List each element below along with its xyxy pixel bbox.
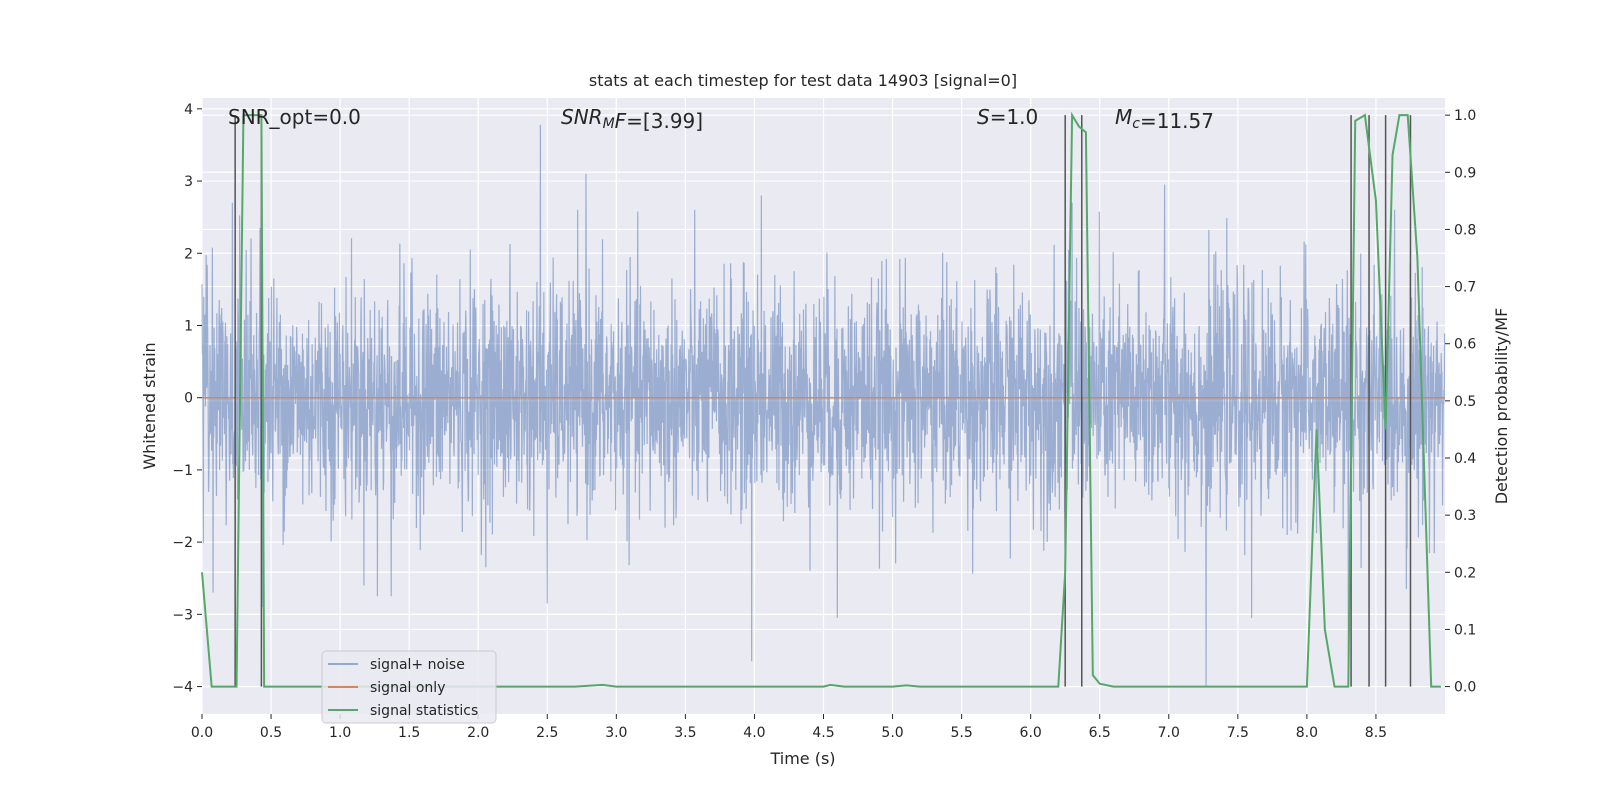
annotation-segment: S bbox=[977, 105, 990, 129]
y-tick-label: −4 bbox=[172, 680, 193, 696]
y-right-tick-label: 0.8 bbox=[1454, 222, 1476, 238]
y-tick-label: −2 bbox=[172, 535, 193, 551]
y-right-tick-label: 0.7 bbox=[1454, 280, 1476, 296]
axis-layer: 0.0 0.5 1.0 1.5 2.0 2.5 3.0 3.5 4.0 4.5 5.0 5.5 6.0 6… bbox=[172, 102, 1476, 741]
y-tick-label: 4 bbox=[184, 102, 193, 118]
x-tick-label: 1.5 bbox=[398, 725, 420, 741]
x-tick-label: 8.0 bbox=[1296, 725, 1318, 741]
y-tick-label: 3 bbox=[184, 174, 193, 190]
x-tick-label: 7.0 bbox=[1158, 725, 1180, 741]
y-tick-label: 1 bbox=[184, 318, 193, 334]
annotation-segment: SNR_opt=0.0 bbox=[228, 105, 361, 129]
x-tick-label: 6.5 bbox=[1089, 725, 1111, 741]
x-tick-label: 4.5 bbox=[812, 725, 834, 741]
x-tick-label: 2.5 bbox=[536, 725, 558, 741]
annotation-layer: SNR_opt=0.0 SNRMF=[3.99] S=1.0 Mc=11.57 bbox=[228, 105, 1214, 133]
annotation-mc-value: Mc=11.57 bbox=[1115, 105, 1214, 133]
legend-label: signal+ noise bbox=[370, 657, 465, 673]
x-tick-label: 0.5 bbox=[260, 725, 282, 741]
noise-series bbox=[201, 124, 1446, 687]
legend-label: signal statistics bbox=[370, 703, 478, 719]
y-tick-label: −1 bbox=[172, 463, 193, 479]
x-tick-label: 5.5 bbox=[950, 725, 972, 741]
annotation-segment: =[3.99] bbox=[626, 109, 703, 133]
x-tick-label: 4.0 bbox=[743, 725, 765, 741]
x-tick-label: 2.0 bbox=[467, 725, 489, 741]
y-right-tick-label: 0.2 bbox=[1454, 565, 1476, 581]
annotation-s-value: S=1.0 bbox=[977, 105, 1038, 129]
annotation-snr-mf: SNRMF=[3.99] bbox=[561, 105, 703, 133]
legend-label: signal only bbox=[370, 680, 445, 696]
y-right-tick-label: 0.4 bbox=[1454, 451, 1476, 467]
legend-box bbox=[321, 650, 497, 724]
y-right-tick-label: 0.0 bbox=[1454, 680, 1476, 696]
y-right-tick-label: 0.3 bbox=[1454, 508, 1476, 524]
signal-statistics-series bbox=[201, 111, 1441, 688]
chart-title: stats at each timestep for test data 149… bbox=[589, 71, 1017, 90]
x-tick-label: 7.5 bbox=[1227, 725, 1249, 741]
y-right-tick-label: 0.9 bbox=[1454, 165, 1476, 181]
legend: signal+ noise signal only signal statistic… bbox=[321, 650, 497, 724]
y-tick-label: 2 bbox=[184, 246, 193, 262]
y-right-tick-label: 0.1 bbox=[1454, 622, 1476, 638]
x-axis-label: Time (s) bbox=[769, 749, 835, 768]
noise-line bbox=[201, 124, 1446, 687]
y-right-tick-label: 0.5 bbox=[1454, 394, 1476, 410]
annotation-segment: F bbox=[615, 109, 627, 133]
y-right-tick-label: 1.0 bbox=[1454, 108, 1476, 124]
x-tick-label: 8.5 bbox=[1365, 725, 1387, 741]
y-axis-label: Whitened strain bbox=[140, 342, 159, 469]
annotation-segment: SNR bbox=[561, 105, 603, 129]
annotation-snr-opt: SNR_opt=0.0 bbox=[228, 105, 361, 129]
x-tick-label: 3.5 bbox=[674, 725, 696, 741]
y-tick-label: −3 bbox=[172, 607, 193, 623]
annotation-segment: M bbox=[603, 116, 615, 132]
y-right-tick-label: 0.6 bbox=[1454, 337, 1476, 353]
x-tick-label: 0.0 bbox=[191, 725, 213, 741]
x-tick-label: 5.0 bbox=[881, 725, 903, 741]
annotation-segment: =11.57 bbox=[1140, 109, 1214, 133]
annotation-segment: c bbox=[1132, 116, 1140, 132]
y-right-axis-label: Detection probability/MF bbox=[1492, 308, 1511, 505]
annotation-segment: =1.0 bbox=[990, 105, 1039, 129]
annotation-segment: M bbox=[1115, 105, 1132, 129]
signal-statistics-line bbox=[201, 111, 1441, 688]
x-tick-label: 6.0 bbox=[1020, 725, 1042, 741]
x-tick-label: 1.0 bbox=[329, 725, 351, 741]
x-tick-label: 3.0 bbox=[605, 725, 627, 741]
y-tick-label: 0 bbox=[184, 391, 193, 407]
